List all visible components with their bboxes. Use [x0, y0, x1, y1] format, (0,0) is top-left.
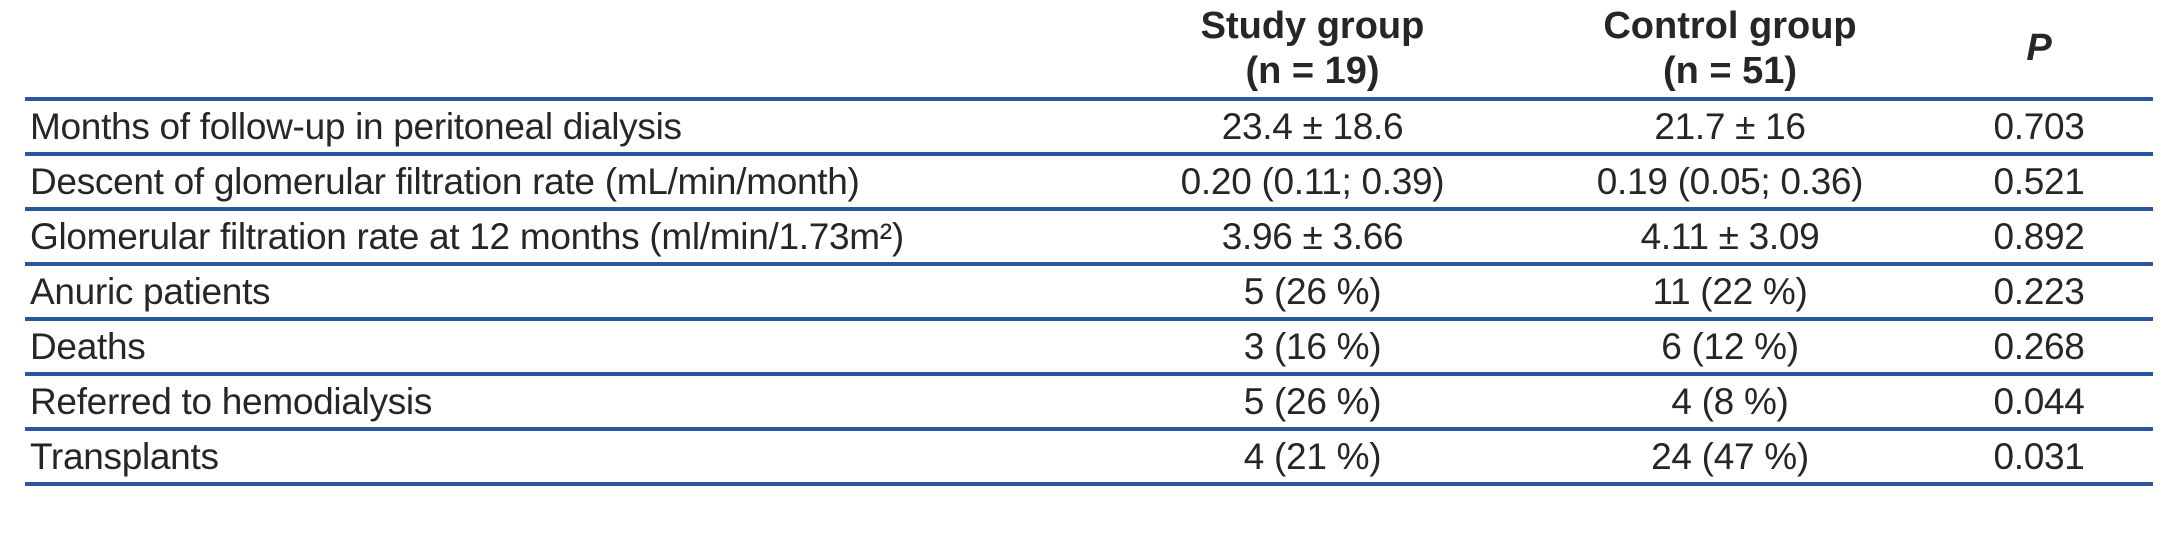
study-value: 3 (16 %)	[1243, 325, 1382, 367]
control-group-n: (n = 51)	[1662, 49, 1798, 92]
study-value: 0.20 (0.11; 0.39)	[1180, 160, 1445, 202]
p-value: 0.268	[1993, 325, 2085, 367]
p-value: 0.521	[1993, 160, 2085, 202]
study-value: 5 (26 %)	[1243, 380, 1382, 422]
row-label: Anuric patients	[30, 270, 271, 312]
study-value: 5 (26 %)	[1243, 270, 1382, 312]
row-label: Referred to hemodialysis	[30, 380, 433, 422]
table-row: Deaths 3 (16 %) 6 (12 %) 0.268	[25, 319, 2153, 374]
header-empty-cell	[25, 0, 1090, 101]
row-label: Glomerular filtration rate at 12 months …	[30, 215, 904, 257]
table-row: Referred to hemodialysis 5 (26 %) 4 (8 %…	[25, 374, 2153, 429]
row-label: Descent of glomerular filtration rate (m…	[30, 160, 860, 202]
comparison-table-wrap: Study group (n = 19) Control group (n = …	[25, 0, 2153, 486]
column-header-control-group: Control group (n = 51)	[1535, 0, 1925, 101]
control-group-label: Control group	[1603, 4, 1857, 47]
row-label: Deaths	[30, 325, 146, 367]
table-row: Anuric patients 5 (26 %) 11 (22 %) 0.223	[25, 264, 2153, 319]
control-value: 21.7 ± 16	[1654, 105, 1806, 147]
control-value: 4.11 ± 3.09	[1640, 215, 1820, 257]
p-value: 0.223	[1993, 270, 2085, 312]
control-value: 4 (8 %)	[1671, 380, 1789, 422]
row-label: Months of follow-up in peritoneal dialys…	[30, 105, 682, 147]
table-header: Study group (n = 19) Control group (n = …	[25, 0, 2153, 101]
control-value: 0.19 (0.05; 0.36)	[1596, 160, 1864, 202]
p-value: 0.703	[1993, 105, 2085, 147]
control-value: 24 (47 %)	[1651, 435, 1809, 477]
p-value: 0.031	[1993, 435, 2085, 477]
header-row: Study group (n = 19) Control group (n = …	[25, 0, 2153, 101]
control-value: 6 (12 %)	[1661, 325, 1799, 367]
p-value: 0.892	[1993, 215, 2085, 257]
study-group-n: (n = 19)	[1245, 49, 1380, 92]
table-row: Descent of glomerular filtration rate (m…	[25, 154, 2153, 209]
column-header-p-value: P	[1925, 0, 2153, 101]
row-label: Transplants	[30, 435, 219, 477]
table-row: Glomerular filtration rate at 12 months …	[25, 209, 2153, 264]
control-value: 11 (22 %)	[1652, 270, 1808, 312]
study-value: 23.4 ± 18.6	[1221, 105, 1404, 147]
study-value: 4 (21 %)	[1243, 435, 1382, 477]
column-header-study-group: Study group (n = 19)	[1090, 0, 1535, 101]
p-value: 0.044	[1993, 380, 2085, 422]
comparison-table: Study group (n = 19) Control group (n = …	[25, 0, 2153, 486]
study-group-label: Study group	[1200, 4, 1425, 47]
table-row: Months of follow-up in peritoneal dialys…	[25, 99, 2153, 154]
study-value: 3.96 ± 3.66	[1221, 215, 1404, 257]
table-body: Months of follow-up in peritoneal dialys…	[25, 99, 2153, 484]
table-row: Transplants 4 (21 %) 24 (47 %) 0.031	[25, 429, 2153, 484]
